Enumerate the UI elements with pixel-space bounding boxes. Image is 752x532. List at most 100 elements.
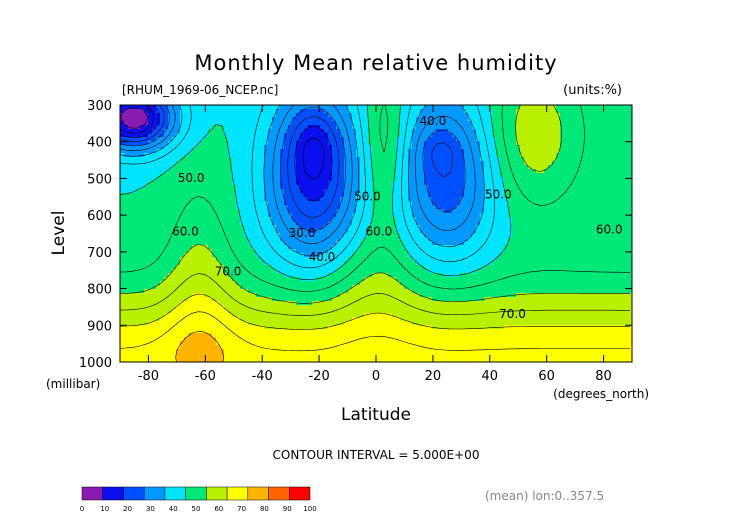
field-cell	[328, 193, 333, 198]
field-cell	[324, 301, 329, 306]
field-cell	[176, 125, 181, 130]
field-cell	[264, 205, 269, 210]
field-cell	[220, 345, 225, 350]
field-cell	[304, 333, 309, 338]
field-cell	[388, 149, 393, 154]
field-cell	[180, 321, 185, 326]
field-cell	[292, 137, 297, 142]
field-cell	[384, 301, 389, 306]
field-cell	[388, 125, 393, 130]
field-cell	[164, 253, 169, 258]
field-cell	[340, 169, 345, 174]
field-cell	[396, 177, 401, 182]
field-cell	[144, 341, 149, 346]
field-cell	[204, 317, 209, 322]
field-cell	[164, 233, 169, 238]
field-cell	[332, 329, 337, 334]
field-cell	[324, 229, 329, 234]
field-cell	[148, 225, 153, 230]
field-cell	[228, 281, 233, 286]
field-cell	[256, 229, 261, 234]
field-cell	[244, 129, 249, 134]
field-cell	[292, 221, 297, 226]
field-cell	[216, 181, 221, 186]
field-cell	[360, 265, 365, 270]
field-cell	[396, 205, 401, 210]
field-cell	[328, 205, 333, 210]
field-cell	[284, 209, 289, 214]
field-cell	[424, 225, 429, 230]
field-cell	[220, 357, 225, 362]
field-cell	[252, 257, 257, 262]
field-cell	[288, 265, 293, 270]
field-cell	[396, 121, 401, 126]
field-cell	[292, 289, 297, 294]
field-cell	[412, 181, 417, 186]
field-cell	[368, 121, 373, 126]
field-cell	[276, 309, 281, 314]
field-cell	[372, 357, 377, 362]
field-cell	[168, 225, 173, 230]
field-cell	[400, 213, 405, 218]
field-cell	[220, 277, 225, 282]
field-cell	[244, 261, 249, 266]
field-cell	[144, 317, 149, 322]
field-cell	[408, 129, 413, 134]
field-cell	[308, 357, 313, 362]
field-cell	[192, 281, 197, 286]
field-cell	[148, 309, 153, 314]
field-cell	[304, 113, 309, 118]
field-cell	[252, 105, 257, 110]
field-cell	[420, 173, 425, 178]
field-cell	[248, 133, 253, 138]
field-cell	[332, 145, 337, 150]
field-cell	[124, 133, 129, 138]
field-cell	[388, 169, 393, 174]
field-cell	[136, 285, 141, 290]
field-cell	[296, 205, 301, 210]
field-cell	[156, 281, 161, 286]
field-cell	[380, 141, 385, 146]
field-cell	[416, 117, 421, 122]
field-cell	[144, 229, 149, 234]
field-cell	[148, 117, 153, 122]
field-cell	[132, 253, 137, 258]
field-cell	[372, 265, 377, 270]
field-cell	[280, 233, 285, 238]
field-cell	[232, 117, 237, 122]
field-cell	[264, 201, 269, 206]
field-cell	[136, 225, 141, 230]
field-cell	[204, 125, 209, 130]
field-cell	[248, 233, 253, 238]
field-cell	[152, 317, 157, 322]
field-cell	[408, 117, 413, 122]
field-cell	[268, 113, 273, 118]
field-cell	[132, 337, 137, 342]
field-cell	[188, 185, 193, 190]
field-cell	[332, 141, 337, 146]
field-cell	[252, 237, 257, 242]
field-cell	[144, 121, 149, 126]
field-cell	[156, 229, 161, 234]
field-cell	[164, 165, 169, 170]
field-cell	[316, 321, 321, 326]
field-cell	[180, 301, 185, 306]
field-cell	[196, 149, 201, 154]
field-cell	[276, 237, 281, 242]
field-cell	[148, 277, 153, 282]
field-cell	[120, 177, 125, 182]
field-cell	[268, 313, 273, 318]
field-cell	[148, 317, 153, 322]
field-cell	[148, 209, 153, 214]
field-cell	[344, 249, 349, 254]
field-cell	[256, 109, 261, 114]
field-cell	[140, 281, 145, 286]
field-cell	[184, 333, 189, 338]
field-cell	[296, 113, 301, 118]
field-cell	[380, 173, 385, 178]
field-cell	[288, 209, 293, 214]
field-cell	[364, 161, 369, 166]
field-cell	[228, 209, 233, 214]
field-cell	[120, 137, 125, 142]
field-cell	[200, 253, 205, 258]
